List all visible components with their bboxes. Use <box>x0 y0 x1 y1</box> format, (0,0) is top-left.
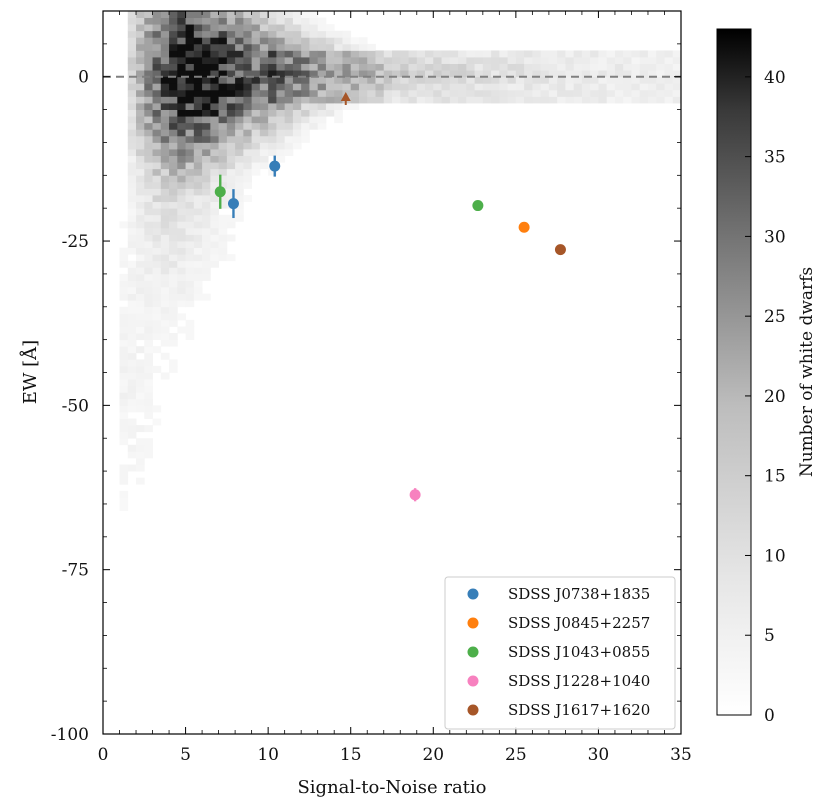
x-tick-label: 30 <box>588 745 610 765</box>
data-point <box>554 244 566 256</box>
legend: SDSS J0738+1835 SDSS J0845+2257 SDSS J1043… <box>444 576 676 730</box>
y-axis-label: EW [Å] <box>19 340 41 404</box>
data-markers <box>214 91 566 502</box>
legend-entry: SDSS J1043+0855 <box>508 643 650 661</box>
y-tick-label: -25 <box>62 232 89 252</box>
legend-marker <box>467 646 479 658</box>
colorbar-tick-label: 25 <box>764 307 786 327</box>
legend-marker <box>467 675 479 687</box>
data-point <box>409 489 421 501</box>
colorbar-tick-label: 35 <box>764 148 786 168</box>
density-heatmap <box>119 11 681 511</box>
colorbar-tick-label: 20 <box>764 387 786 407</box>
colorbar-label: Number of white dwarfs <box>797 267 817 477</box>
x-tick-label: 10 <box>257 745 279 765</box>
colorbar-gradient <box>716 28 752 716</box>
colorbar-tick-label: 30 <box>764 227 786 247</box>
y-axis-ticks: -100 -75 -50 -25 0 <box>51 10 681 745</box>
legend-marker <box>467 704 479 716</box>
legend-entry: SDSS J1228+1040 <box>508 672 650 690</box>
x-tick-label: 20 <box>422 745 444 765</box>
x-axis-ticks: 0 5 10 15 20 25 30 35 <box>98 11 692 765</box>
x-tick-label: 15 <box>340 745 362 765</box>
data-point <box>214 186 226 198</box>
y-tick-label: -100 <box>51 725 89 745</box>
colorbar-tick-label: 0 <box>764 706 775 726</box>
legend-box <box>444 576 676 730</box>
y-tick-label: -50 <box>62 396 89 416</box>
colorbar-tick-label: 15 <box>764 467 786 487</box>
legend-entry: SDSS J0845+2257 <box>508 614 650 632</box>
x-tick-label: 0 <box>98 745 109 765</box>
colorbar: 0 5 10 15 20 25 30 35 40 Number of white dwarfs <box>716 28 817 726</box>
colorbar-tick-label: 5 <box>764 626 775 646</box>
data-point <box>472 200 484 212</box>
y-tick-label: 0 <box>78 68 89 88</box>
data-point <box>227 198 239 210</box>
x-tick-label: 5 <box>180 745 191 765</box>
limit-arrow-head <box>340 91 351 101</box>
legend-entry: SDSS J1617+1620 <box>508 701 650 719</box>
x-tick-label: 25 <box>505 745 527 765</box>
data-point <box>269 160 281 172</box>
colorbar-tick-label: 40 <box>764 68 786 88</box>
x-tick-label: 35 <box>670 745 692 765</box>
x-axis-label: Signal-to-Noise ratio <box>297 777 486 798</box>
data-point <box>518 221 530 233</box>
legend-entry: SDSS J0738+1835 <box>508 585 650 603</box>
colorbar-ticks: 0 5 10 15 20 25 30 35 40 <box>745 68 786 726</box>
colorbar-tick-label: 10 <box>764 546 786 566</box>
legend-marker <box>467 588 479 600</box>
legend-marker <box>467 617 479 629</box>
y-tick-label: -75 <box>62 561 89 581</box>
